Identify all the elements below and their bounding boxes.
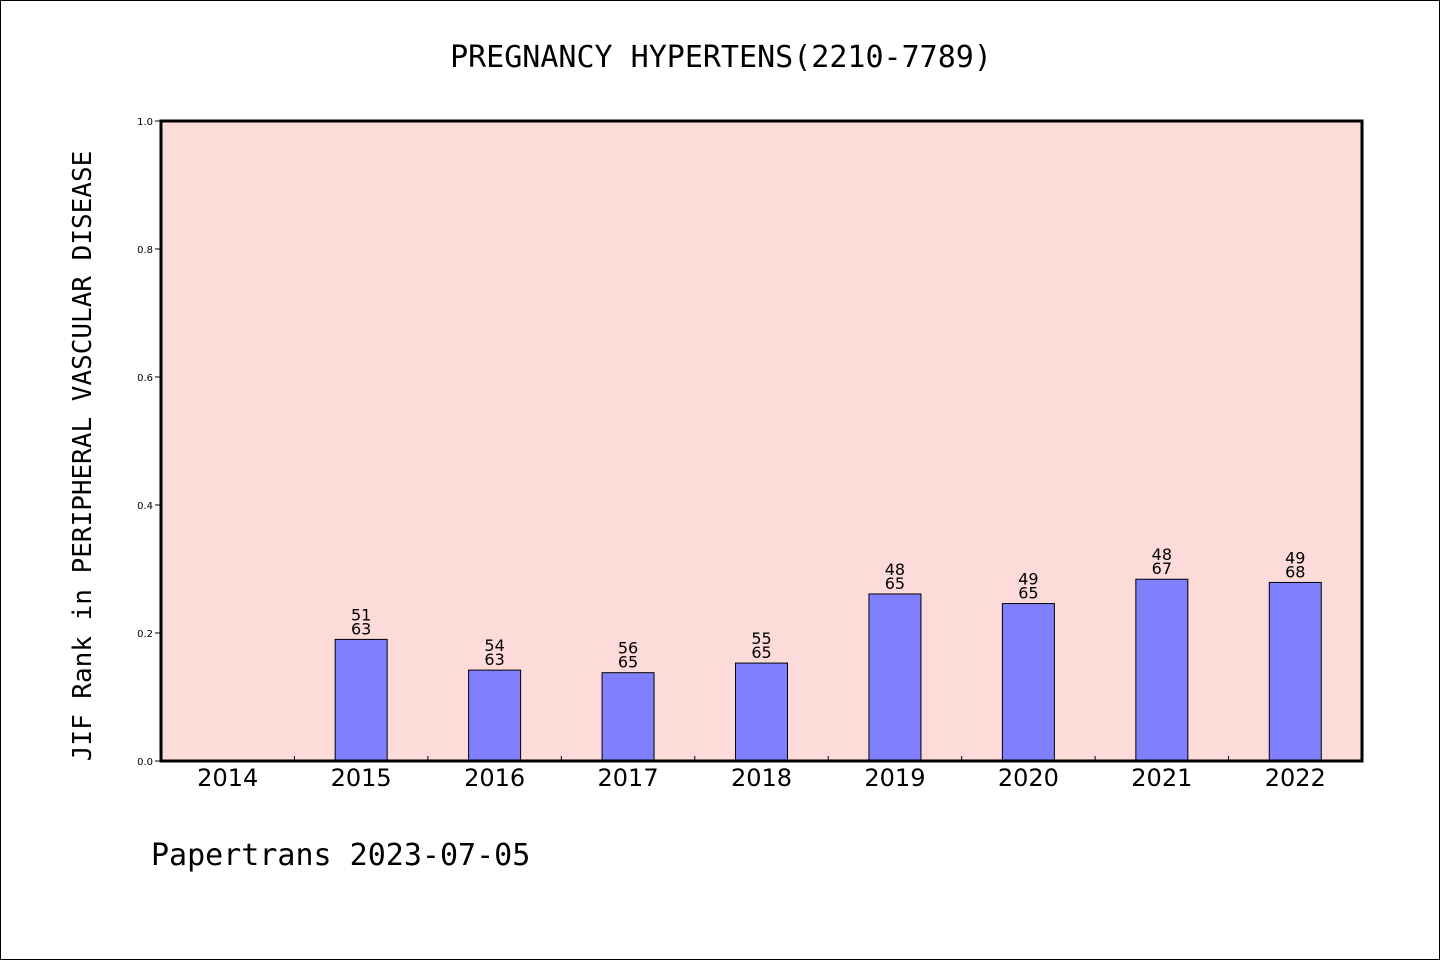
y-axis: 0.0 0.2 0.4 0.6 0.8 1.0 <box>137 117 161 768</box>
footer-text: Papertrans 2023-07-05 <box>151 838 530 873</box>
bar-label-bottom: 63 <box>351 619 371 638</box>
y-tick-label: 1.0 <box>137 117 153 128</box>
bar-label-bottom: 67 <box>1152 559 1172 578</box>
bar-label-bottom: 65 <box>751 643 771 662</box>
x-tick-label: 2021 <box>1131 764 1192 792</box>
bar-label-top: 55 <box>751 629 771 648</box>
x-tick-label: 2018 <box>731 764 792 792</box>
y-tick-label: 0.4 <box>137 501 153 512</box>
bar-label-top: 49 <box>1018 570 1038 589</box>
bar <box>468 669 522 762</box>
bar-label-top: 56 <box>618 639 638 658</box>
x-axis: 2014 2015 2016 2017 2018 2019 2020 2021 2022 <box>197 756 1326 792</box>
bar <box>1001 603 1055 762</box>
bar-label-top: 49 <box>1285 548 1305 567</box>
chart-title: PREGNANCY HYPERTENS(2210-7789) <box>450 40 992 75</box>
y-tick-label: 0.6 <box>137 373 153 384</box>
x-tick-label: 2017 <box>598 764 659 792</box>
bar-label-bottom: 65 <box>618 653 638 672</box>
y-tick-label: 0.8 <box>137 245 153 256</box>
bar-label-top: 48 <box>1152 545 1172 564</box>
bar-label-top: 48 <box>885 560 905 579</box>
bar <box>1268 581 1322 762</box>
y-tick-label: 0.0 <box>137 757 153 768</box>
bar <box>868 593 922 762</box>
bar <box>1135 578 1189 762</box>
bar-label-top: 54 <box>484 636 504 655</box>
x-tick-label: 2020 <box>998 764 1059 792</box>
x-tick-label: 2022 <box>1265 764 1326 792</box>
bar-label-bottom: 68 <box>1285 562 1305 581</box>
y-tick-label: 0.2 <box>137 629 153 640</box>
bar <box>735 662 788 762</box>
bar-label-bottom: 63 <box>484 650 504 669</box>
x-tick-label: 2014 <box>197 764 258 792</box>
plot-border <box>159 119 1364 763</box>
bar-label-bottom: 65 <box>1018 584 1038 603</box>
x-tick-label: 2016 <box>464 764 525 792</box>
bar-label-bottom: 65 <box>885 574 905 593</box>
bar-label-top: 51 <box>351 605 371 624</box>
x-tick-label: 2019 <box>864 764 925 792</box>
y-axis-label: JIF Rank in PERIPHERAL VASCULAR DISEASE <box>68 151 98 761</box>
x-tick-label: 2015 <box>331 764 392 792</box>
bar <box>334 638 388 762</box>
bar <box>601 672 655 762</box>
